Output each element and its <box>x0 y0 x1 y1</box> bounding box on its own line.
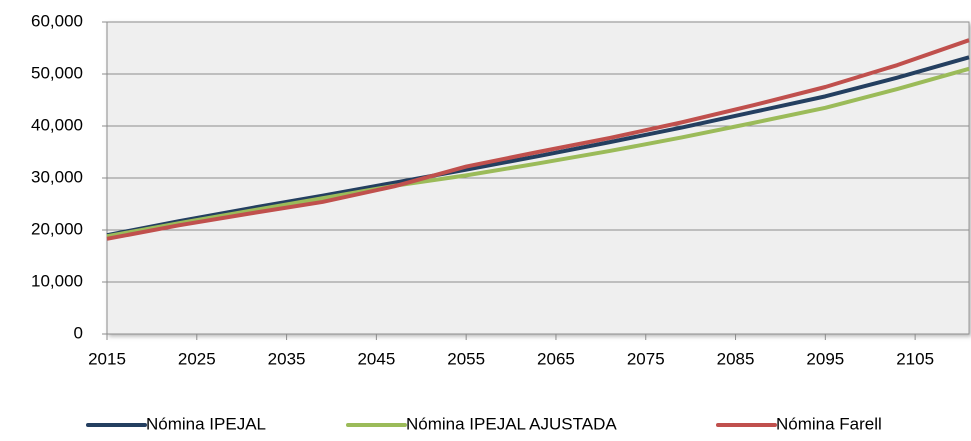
y-tick-label: 0 <box>74 323 83 342</box>
x-tick-label: 2085 <box>717 349 755 368</box>
y-tick-label: 30,000 <box>31 167 83 186</box>
series-line <box>106 38 970 241</box>
x-tick-label: 2065 <box>537 349 575 368</box>
y-tick-label: 60,000 <box>31 11 83 30</box>
legend-label: Nómina Farell <box>776 414 882 433</box>
x-tick-label: 2045 <box>357 349 395 368</box>
y-tick-label: 50,000 <box>31 63 83 82</box>
x-tick-label: 2095 <box>806 349 844 368</box>
x-tick-label: 2055 <box>447 349 485 368</box>
series-line <box>106 66 970 239</box>
x-tick-label: 2075 <box>627 349 665 368</box>
legend-label: Nómina IPEJAL AJUSTADA <box>406 414 617 433</box>
legend-label: Nómina IPEJAL <box>146 414 266 433</box>
x-tick-label: 2015 <box>88 349 126 368</box>
x-tick-label: 2035 <box>268 349 306 368</box>
y-tick-label: 10,000 <box>31 271 83 290</box>
series-line <box>106 55 970 238</box>
y-tick-label: 20,000 <box>31 219 83 238</box>
x-tick-label: 2105 <box>896 349 934 368</box>
y-tick-label: 40,000 <box>31 115 83 134</box>
x-tick-label: 2025 <box>178 349 216 368</box>
